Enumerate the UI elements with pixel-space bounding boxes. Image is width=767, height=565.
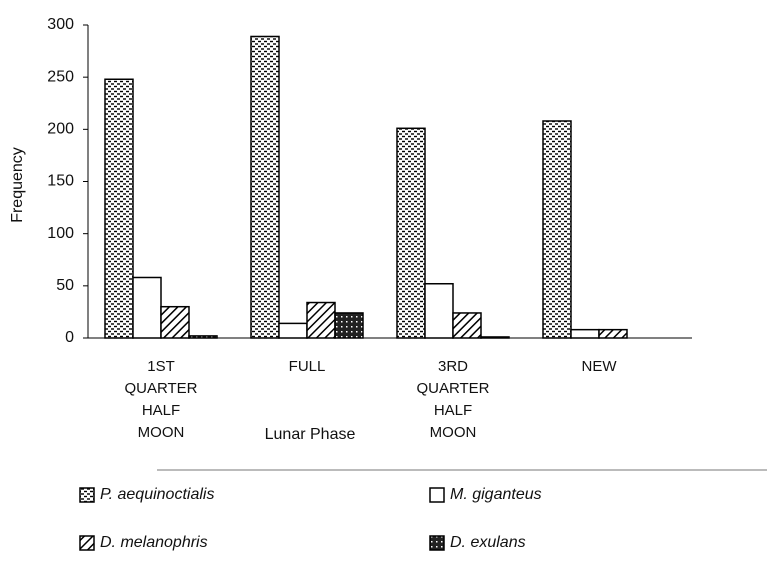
y-tick-label: 200 — [47, 121, 74, 138]
y-tick-label: 250 — [47, 68, 74, 85]
bar — [160, 305, 190, 339]
legend-swatch — [429, 535, 445, 551]
y-tick-label: 300 — [47, 16, 74, 33]
legend-label: D. exulans — [450, 534, 526, 551]
x-axis-label: Lunar Phase — [265, 426, 356, 443]
y-axis-label: Frequency — [9, 147, 26, 223]
bar — [250, 35, 280, 339]
y-tick-label: 0 — [65, 329, 74, 346]
legend-swatch — [429, 487, 445, 503]
y-tick-label: 100 — [47, 225, 74, 242]
x-tick-label: 3RD QUARTER HALF MOON — [416, 358, 490, 441]
bar — [598, 328, 628, 339]
y-tick-label: 150 — [47, 173, 74, 190]
legend-label: P. aequinoctialis — [100, 486, 214, 503]
legend-label: M. giganteus — [450, 486, 542, 503]
bar — [396, 127, 426, 339]
bar — [104, 78, 134, 339]
bar — [132, 276, 162, 339]
bar — [452, 312, 482, 339]
bar — [334, 312, 364, 339]
bar — [306, 301, 336, 339]
x-tick-label: 1ST QUARTER HALF MOON — [124, 358, 198, 441]
bar — [570, 328, 600, 339]
legend-swatch — [79, 487, 95, 503]
bar — [424, 282, 454, 339]
x-tick-label: FULL — [288, 358, 326, 375]
bar — [188, 335, 218, 339]
y-tick-label: 50 — [56, 277, 74, 294]
x-tick-label: NEW — [581, 358, 617, 375]
legend-label: D. melanophris — [100, 534, 208, 551]
bar — [542, 120, 572, 339]
legend-swatch — [79, 535, 95, 551]
bar — [278, 322, 308, 339]
bar — [480, 336, 510, 339]
